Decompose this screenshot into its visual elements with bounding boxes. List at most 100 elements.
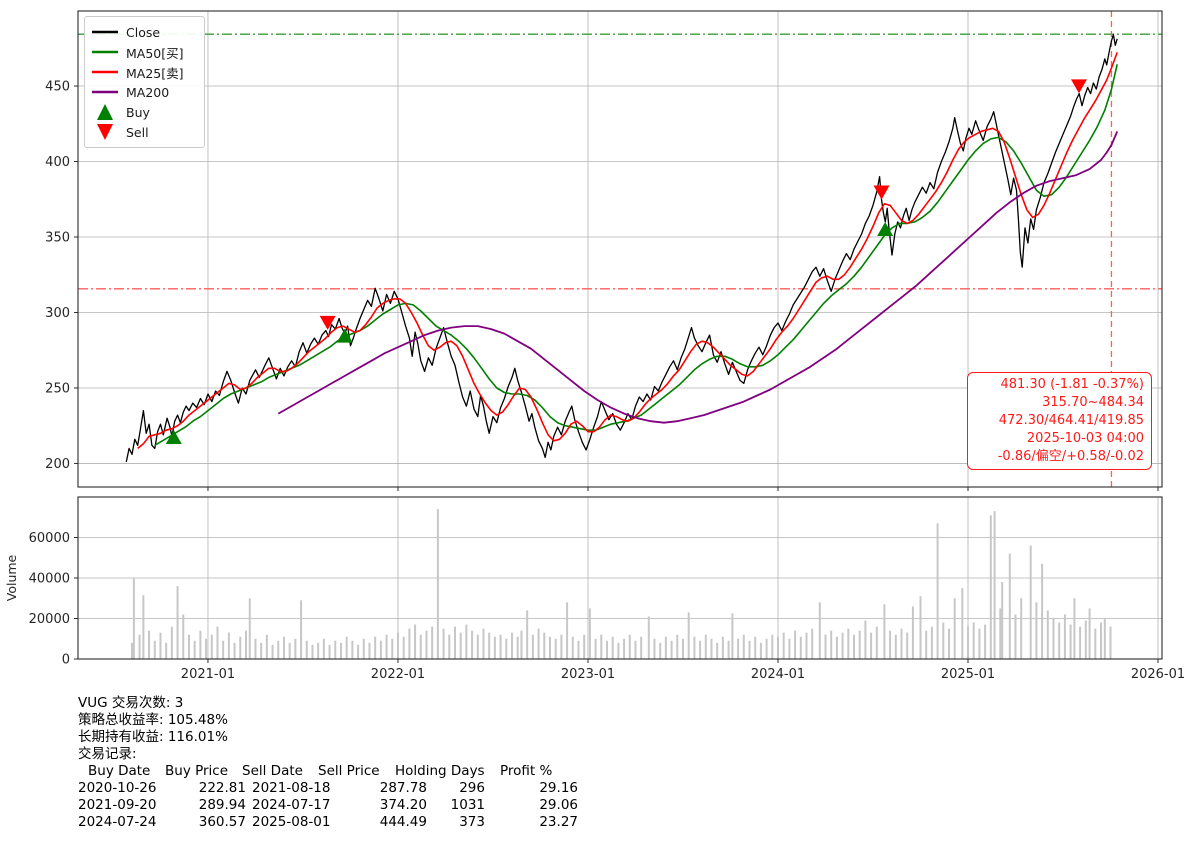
volume-bar xyxy=(205,638,208,659)
trade-cell: 2020-10-26 xyxy=(78,780,157,796)
trade-cell: 23.27 xyxy=(539,814,578,830)
y-tick-label: 300 xyxy=(45,306,70,321)
volume-bar xyxy=(1001,582,1004,659)
volume-bar xyxy=(925,630,928,659)
volume-bar xyxy=(704,634,707,659)
volume-bar xyxy=(1073,598,1076,659)
sell-marker xyxy=(319,315,336,330)
legend-label: MA50[买] xyxy=(126,45,184,61)
volume-bar xyxy=(875,626,878,659)
annotation-line: 472.30/464.41/419.85 xyxy=(998,413,1144,428)
volume-bar xyxy=(254,638,257,659)
volume-axis-label: Volume xyxy=(4,554,19,601)
volume-bar xyxy=(727,640,730,659)
volume-bar xyxy=(617,642,620,659)
volume-bar xyxy=(488,632,491,659)
volume-bar xyxy=(788,638,791,659)
trade-cell: 2024-07-24 xyxy=(78,814,157,830)
y-tick-label: 60000 xyxy=(29,531,70,546)
volume-bar xyxy=(811,628,814,659)
volume-bar xyxy=(799,636,802,659)
volume-bar xyxy=(148,630,151,659)
volume-bar xyxy=(805,632,808,659)
volume-bar xyxy=(583,634,586,659)
volume-bar xyxy=(239,636,242,659)
volume-bar xyxy=(210,634,213,659)
volume-bar xyxy=(277,640,280,659)
volume-bar xyxy=(396,632,399,659)
legend-line-swatch xyxy=(92,89,118,95)
volume-bar xyxy=(681,638,684,659)
volume-bar xyxy=(476,634,479,659)
volume-bar xyxy=(1103,618,1106,659)
volume-bar xyxy=(328,644,331,659)
volume-bar xyxy=(153,640,156,659)
trade-row: 2024-07-24 360.57 2025-08-01 444.49 373 23.27 xyxy=(78,814,578,831)
volume-bar xyxy=(1041,563,1044,659)
volume-bar xyxy=(1046,610,1049,659)
volume-bar xyxy=(771,634,774,659)
volume-bar xyxy=(1084,620,1087,659)
stats-block: VUG 交易次数: 3 策略总收益率: 105.48% 长期持有收益: 116.… xyxy=(78,695,578,831)
series-ma200 xyxy=(277,131,1119,424)
volume-bar xyxy=(368,642,371,659)
volume-bar xyxy=(448,634,451,659)
volume-bar xyxy=(436,509,439,659)
trade-cell: 2025-08-01 xyxy=(252,814,331,830)
volume-bar xyxy=(670,640,673,659)
volume-bar xyxy=(339,642,342,659)
volume-bar xyxy=(1100,622,1103,659)
volume-bar xyxy=(961,588,964,659)
volume-bar xyxy=(1058,622,1061,659)
volume-bar xyxy=(499,634,502,659)
x-tick-label: 2023-01 xyxy=(561,667,615,682)
volume-bar xyxy=(870,632,873,659)
volume-bar xyxy=(566,602,569,659)
volume-bar xyxy=(1008,553,1011,659)
volume-bar xyxy=(482,628,485,659)
volume-bar xyxy=(526,610,529,659)
volume-bar xyxy=(911,606,914,659)
volume-bar xyxy=(847,628,850,659)
y-tick-label: 40000 xyxy=(29,572,70,587)
volume-bar xyxy=(351,640,354,659)
volume-bar xyxy=(776,636,779,659)
volume-bar xyxy=(623,638,626,659)
price-annotation: 481.30 (-1.81 -0.37%) 315.70~484.34 472.30… xyxy=(967,372,1152,470)
volume-bar xyxy=(967,626,970,659)
volume-bar xyxy=(130,642,133,659)
volume-bar xyxy=(759,642,762,659)
volume-bar xyxy=(453,626,456,659)
buy-marker xyxy=(877,222,894,237)
trade-cell: 287.78 xyxy=(379,780,427,796)
volume-bar xyxy=(1088,608,1091,659)
volume-bar xyxy=(345,636,348,659)
volume-bar xyxy=(900,628,903,659)
volume-bar xyxy=(611,636,614,659)
volume-bar xyxy=(835,636,838,659)
x-tick-label: 2025-01 xyxy=(941,667,995,682)
volume-bar xyxy=(972,622,975,659)
x-tick-label: 2022-01 xyxy=(371,667,425,682)
volume-bar xyxy=(883,604,886,659)
trade-cell: 29.06 xyxy=(539,797,578,813)
y-tick-label: 200 xyxy=(45,457,70,472)
trade-cell: 360.57 xyxy=(198,814,246,830)
volume-bar xyxy=(754,636,757,659)
legend-line-swatch xyxy=(92,29,118,35)
volume-bar xyxy=(664,636,667,659)
volume-bar xyxy=(165,642,168,659)
volume-bar xyxy=(385,634,388,659)
volume-bar xyxy=(605,640,608,659)
annotation-line: 315.70~484.34 xyxy=(1042,395,1144,410)
volume-bar xyxy=(687,612,690,659)
trade-column-header: Buy Date xyxy=(88,763,151,779)
volume-bar xyxy=(170,626,173,659)
volume-bar xyxy=(282,636,285,659)
legend-line-swatch xyxy=(92,49,118,55)
sell-marker xyxy=(1070,79,1087,94)
volume-bar xyxy=(176,586,179,659)
trade-row: 2021-09-20 289.94 2024-07-17 374.20 1031 29.0… xyxy=(78,797,578,814)
volume-bar xyxy=(993,511,996,659)
volume-bar xyxy=(948,628,951,659)
